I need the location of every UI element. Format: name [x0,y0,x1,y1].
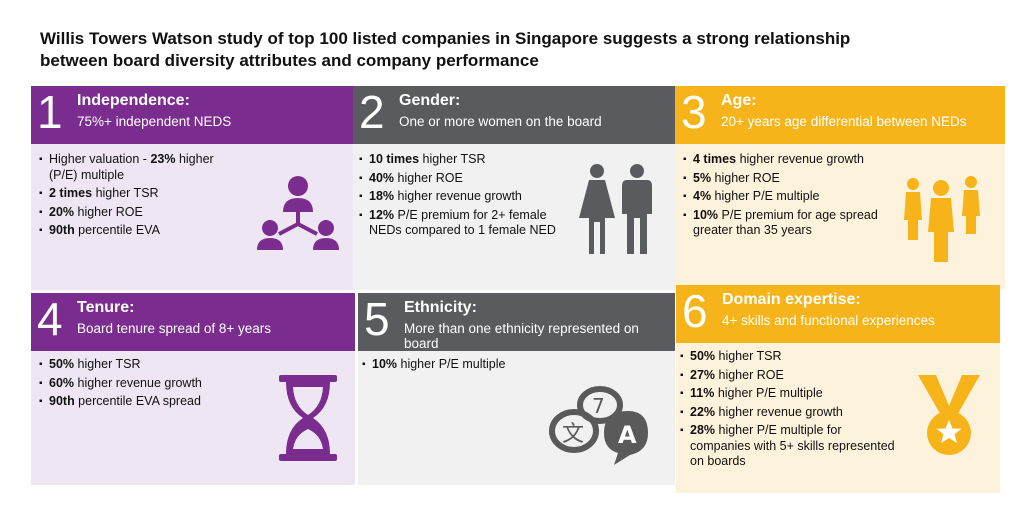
card-subtitle: 75%+ independent NEDS [77,114,232,129]
stat-list: 50% higher TSR 27% higher ROE 11% higher… [680,349,900,473]
card-number: 2 [359,86,385,138]
page-title: Willis Towers Watson study of top 100 li… [40,28,1000,72]
stat-item: 10% P/E premium for age spread greater t… [683,208,883,239]
card-number: 1 [37,86,63,138]
card-independence: 1 Independence: 75%+ independent NEDS Hi… [31,86,353,290]
medal-icon [918,375,980,455]
card-body: 4 times higher revenue growth 5% higher … [675,144,1005,290]
stat-item: 10 times higher TSR [359,152,569,168]
card-subtitle: Board tenure spread of 8+ years [77,321,271,336]
title-line-1: Willis Towers Watson study of top 100 li… [40,29,851,48]
card-gender: 2 Gender: One or more women on the board… [353,86,675,290]
stat-item: 20% higher ROE [39,205,239,221]
stat-item: 28% higher P/E multiple for companies wi… [680,423,900,470]
stat-item: 12% P/E premium for 2+ female NEDs compa… [359,208,569,239]
stat-item: 5% higher ROE [683,171,883,187]
card-number: 4 [37,293,63,345]
title-line-2: between board diversity attributes and c… [40,51,539,70]
card-header: 4 Tenure: Board tenure spread of 8+ year… [31,293,355,351]
stat-item: 11% higher P/E multiple [680,386,900,402]
card-subtitle: One or more women on the board [399,114,602,129]
card-body: Higher valuation - 23% higher (P/E) mult… [31,144,353,290]
card-subtitle: More than one ethnicity represented on b… [404,321,639,351]
card-number: 3 [681,86,707,138]
card-heading: Ethnicity: [404,299,477,316]
card-heading: Gender: [399,92,461,109]
card-subtitle: 20+ years age differential between NEDs [721,114,967,129]
card-number: 6 [682,285,708,337]
stat-item: 4 times higher revenue growth [683,152,883,168]
card-tenure: 4 Tenure: Board tenure spread of 8+ year… [31,293,355,485]
language-bubbles-icon: 7 文 A [549,386,648,465]
card-body: 10 times higher TSR 40% higher ROE 18% h… [353,144,675,290]
stat-item: 22% higher revenue growth [680,405,900,421]
card-heading: Age: [721,92,757,109]
card-ethnicity: 5 Ethnicity: More than one ethnicity rep… [358,293,675,485]
stat-list: 10 times higher TSR 40% higher ROE 18% h… [359,152,569,242]
org-network-icon [257,176,339,250]
stat-item: 2 times higher TSR [39,186,239,202]
woman-man-icon [579,164,652,254]
people-group-icon [904,176,980,262]
svg-text:7: 7 [592,394,605,418]
card-body: 50% higher TSR 60% higher revenue growth… [31,351,355,485]
card-header: 3 Age: 20+ years age differential betwee… [675,86,1005,144]
card-heading: Tenure: [77,299,135,316]
stat-item: 90th percentile EVA [39,223,239,239]
card-age: 3 Age: 20+ years age differential betwee… [675,86,1005,290]
hourglass-icon [279,375,337,461]
stat-list: Higher valuation - 23% higher (P/E) mult… [39,152,239,242]
stat-item: 40% higher ROE [359,171,569,187]
card-header: 6 Domain expertise: 4+ skills and functi… [676,285,1000,343]
svg-text:A: A [618,421,637,449]
stat-list: 50% higher TSR 60% higher revenue growth… [39,357,239,413]
stat-list: 10% higher P/E multiple [362,357,602,376]
svg-text:文: 文 [562,422,584,447]
card-subtitle: 4+ skills and functional experiences [722,313,935,328]
stat-item: 27% higher ROE [680,368,900,384]
card-header: 2 Gender: One or more women on the board [353,86,675,144]
stat-item: Higher valuation - 23% higher (P/E) mult… [39,152,239,183]
card-number: 5 [364,293,390,345]
stat-list: 4 times higher revenue growth 5% higher … [683,152,883,242]
card-header: 5 Ethnicity: More than one ethnicity rep… [358,293,675,351]
card-domain-expertise: 6 Domain expertise: 4+ skills and functi… [676,285,1000,493]
card-header: 1 Independence: 75%+ independent NEDS [31,86,353,144]
stat-item: 50% higher TSR [680,349,900,365]
card-body: 50% higher TSR 27% higher ROE 11% higher… [676,343,1000,493]
stat-item: 90th percentile EVA spread [39,394,239,410]
stat-item: 4% higher P/E multiple [683,189,883,205]
stat-item: 50% higher TSR [39,357,239,373]
card-heading: Domain expertise: [722,291,861,308]
stat-item: 60% higher revenue growth [39,376,239,392]
card-heading: Independence: [77,92,190,109]
card-body: 10% higher P/E multiple 7 文 A [358,351,675,485]
stat-item: 10% higher P/E multiple [362,357,602,373]
stat-item: 18% higher revenue growth [359,189,569,205]
